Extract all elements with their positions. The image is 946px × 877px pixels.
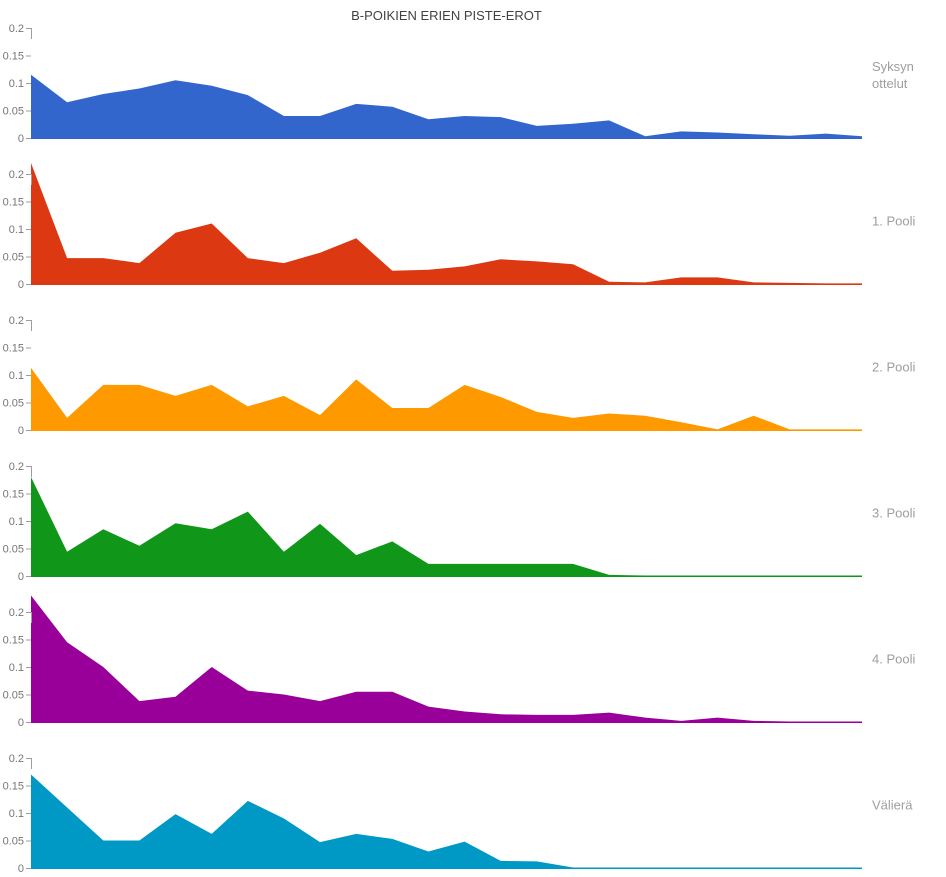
y-tick-label: 0 <box>18 571 24 583</box>
y-tick-label: 0.2 <box>9 315 24 327</box>
y-tick-label: 0.05 <box>3 252 24 264</box>
panel-label-2-pooli: 2. Pooli <box>872 360 915 375</box>
area-series-2-pooli <box>31 367 862 430</box>
y-tick-label: 0 <box>18 425 24 437</box>
y-tick-label: 0.2 <box>9 169 24 181</box>
y-tick-label: 0.2 <box>9 753 24 765</box>
y-tick-label: 0.2 <box>9 461 24 473</box>
y-tick-label: 0.1 <box>9 224 24 236</box>
y-tick-label: 0 <box>18 717 24 729</box>
panel-label-syksyn-ottelut: ottelut <box>872 76 908 91</box>
y-tick-label: 0.1 <box>9 662 24 674</box>
y-tick-label: 0.1 <box>9 78 24 90</box>
y-tick-label: 0.1 <box>9 808 24 820</box>
y-tick-label: 0.15 <box>3 343 24 355</box>
y-tick-label: 0.1 <box>9 516 24 528</box>
y-tick-label: 0.05 <box>3 544 24 556</box>
y-tick-label: 0 <box>18 133 24 145</box>
panel-label-v-lier: Välierä <box>872 798 913 813</box>
area-series-3-pooli <box>31 477 862 576</box>
panel-label-3-pooli: 3. Pooli <box>872 506 915 521</box>
y-tick-label: 0.2 <box>9 607 24 619</box>
panel-label-syksyn-ottelut: Syksyn <box>872 59 914 74</box>
y-tick-label: 0 <box>18 863 24 875</box>
y-tick-label: 0.15 <box>3 635 24 647</box>
y-tick-label: 0.05 <box>3 690 24 702</box>
chart-title: B-POIKIEN ERIEN PISTE-EROT <box>351 8 542 23</box>
y-tick-label: 0.15 <box>3 781 24 793</box>
y-tick-label: 0.05 <box>3 106 24 118</box>
y-tick-label: 0.15 <box>3 197 24 209</box>
area-series-syksyn-ottelut <box>31 74 862 138</box>
panel-label-1-pooli: 1. Pooli <box>872 214 915 229</box>
y-tick-label: 0.2 <box>9 23 24 35</box>
y-tick-label: 0.15 <box>3 489 24 501</box>
area-series-4-pooli <box>31 595 862 722</box>
y-tick-label: 0.15 <box>3 51 24 63</box>
y-tick-label: 0 <box>18 279 24 291</box>
y-tick-label: 0.1 <box>9 370 24 382</box>
area-series-1-pooli <box>31 163 862 284</box>
area-series-v-lier <box>31 774 862 868</box>
y-tick-label: 0.05 <box>3 836 24 848</box>
panel-label-4-pooli: 4. Pooli <box>872 652 915 667</box>
y-tick-label: 0.05 <box>3 398 24 410</box>
